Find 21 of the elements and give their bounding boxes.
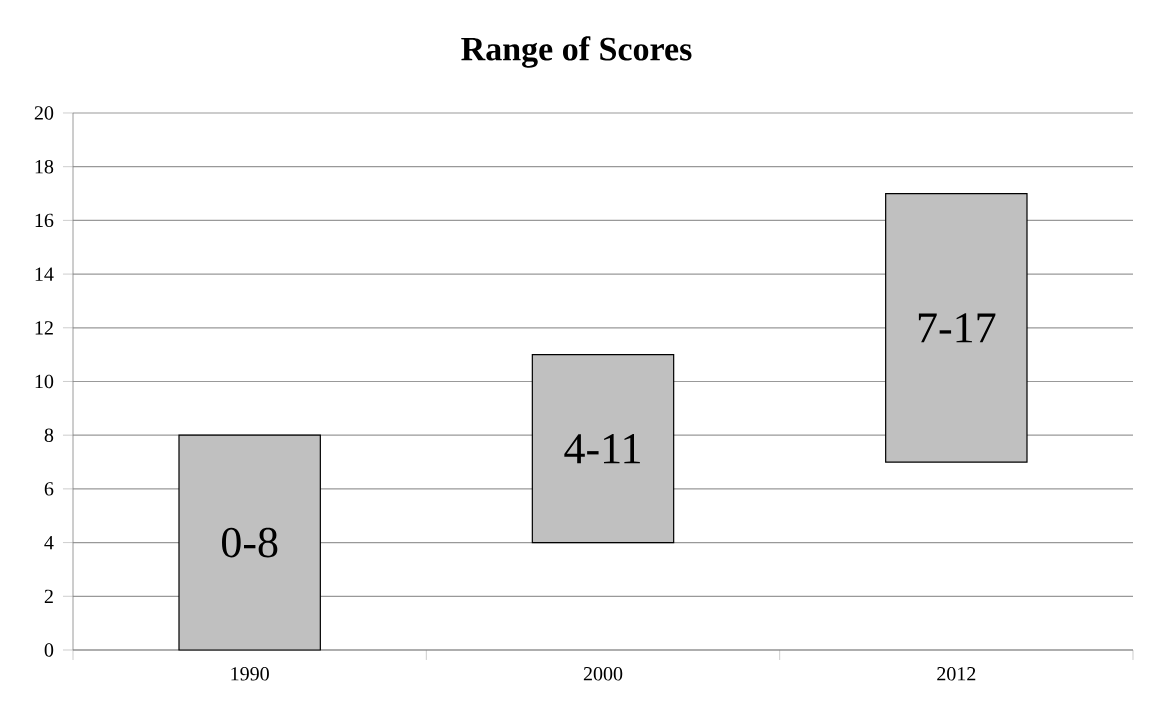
chart-title: Range of Scores — [461, 36, 692, 68]
x-tick-label: 2000 — [583, 667, 623, 681]
y-tick-label: 6 — [44, 482, 54, 496]
y-tick-label: 8 — [44, 428, 54, 442]
x-tick-label: 2012 — [937, 667, 976, 681]
data-label: 7-17 — [918, 313, 996, 343]
y-tick-label: 20 — [34, 106, 54, 120]
data-label: 4-11 — [564, 434, 640, 464]
bar — [531, 354, 675, 544]
y-tick-label: 10 — [35, 374, 54, 389]
y-tick-label: 12 — [35, 321, 53, 335]
bar — [885, 192, 1028, 463]
y-tick-label: 18 — [35, 159, 54, 174]
y-tick-label: 16 — [35, 213, 54, 228]
y-tick-label: 4 — [44, 535, 54, 550]
bar — [178, 434, 321, 651]
data-label: 0-8 — [222, 527, 278, 558]
y-tick-label: 14 — [35, 267, 54, 281]
y-tick-label: 2 — [44, 589, 53, 603]
y-tick-label: 0 — [44, 643, 54, 657]
x-tick-label: 1990 — [231, 667, 269, 681]
